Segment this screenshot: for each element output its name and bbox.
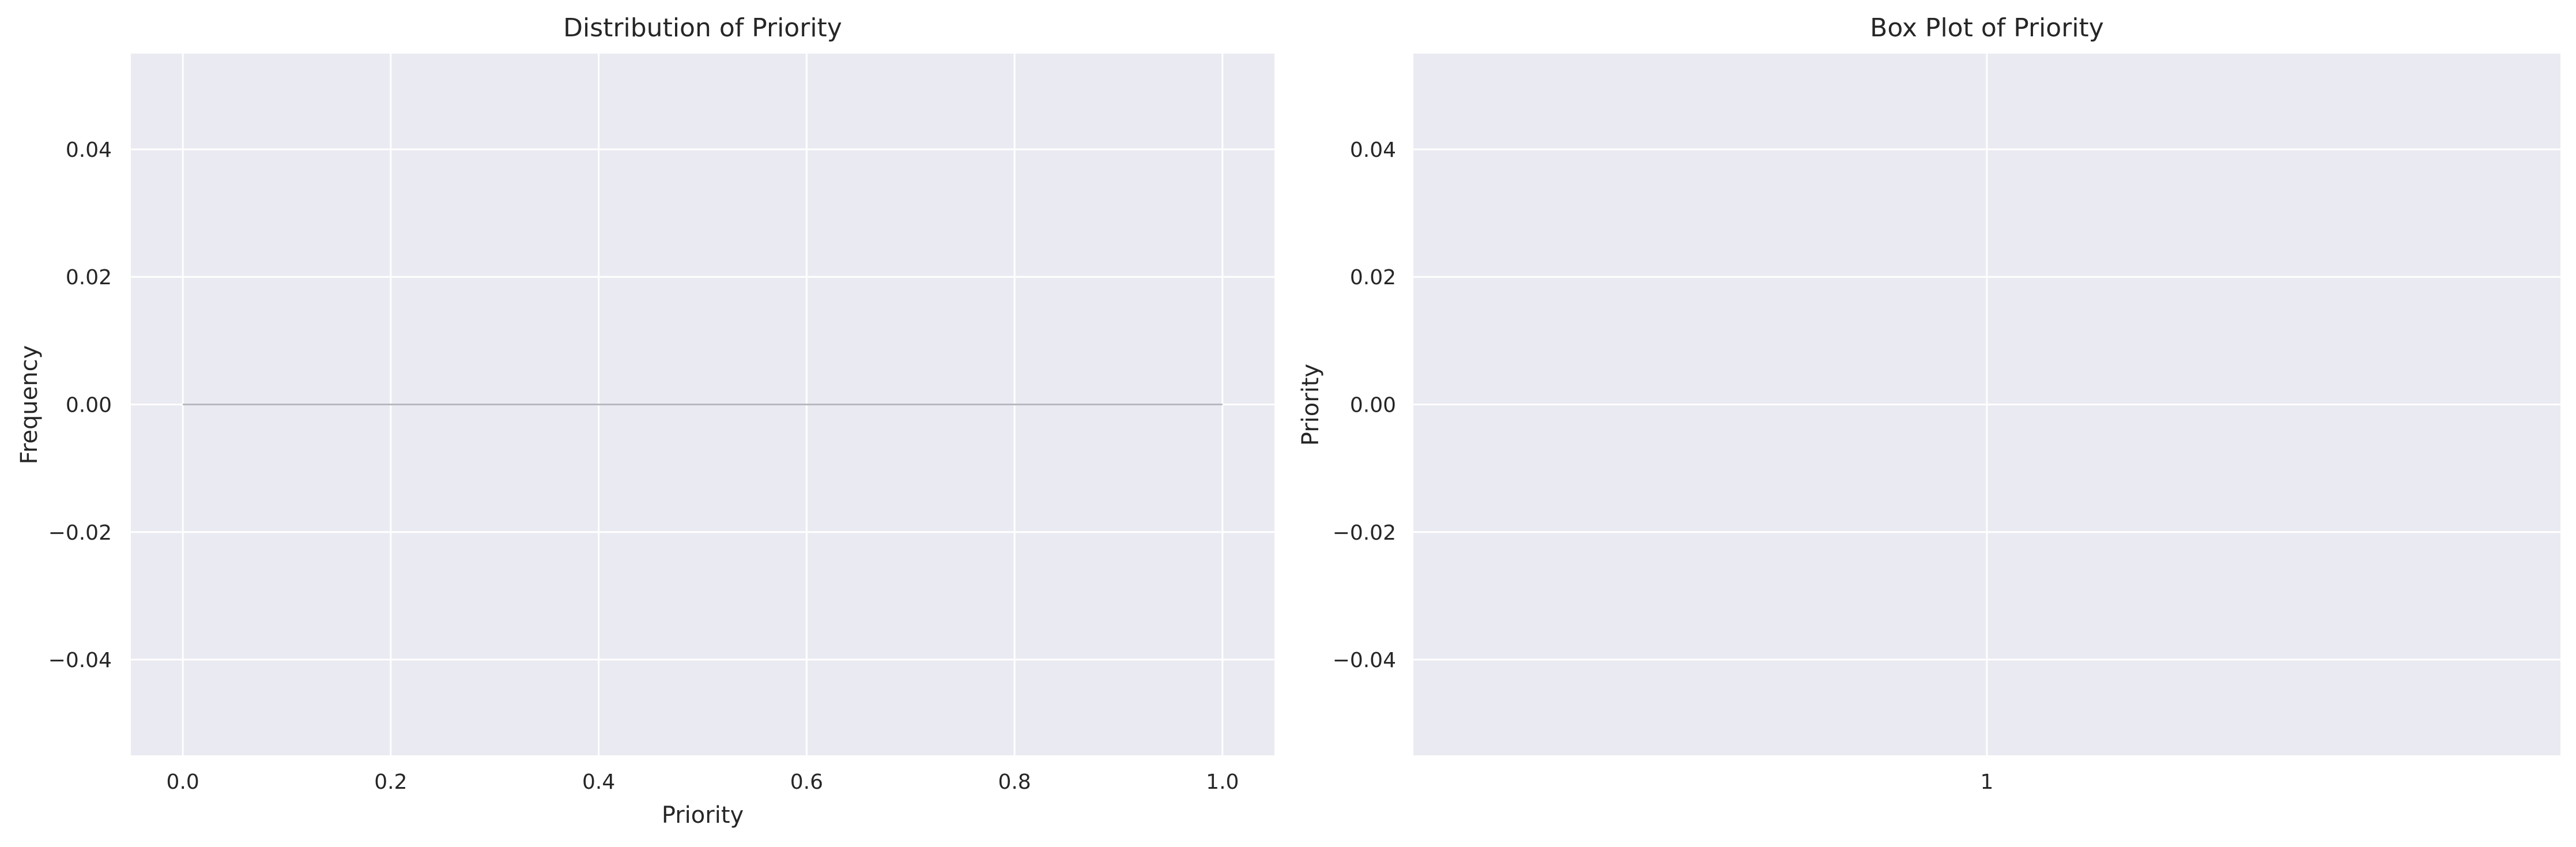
- boxplot-y-tick-label: −0.02: [1333, 521, 1396, 545]
- histogram-panel: Distribution of Priority 0.0 0.2 0.4 0.6 0.8…: [16, 13, 1274, 829]
- histogram-title: Distribution of Priority: [563, 13, 842, 43]
- boxplot-y-tick-label: 0.00: [1350, 394, 1396, 417]
- histogram-y-tick-label: −0.02: [48, 521, 112, 545]
- histogram-x-tick-label: 0.0: [167, 770, 199, 794]
- boxplot-title: Box Plot of Priority: [1870, 13, 2104, 43]
- boxplot-y-axis-label: Priority: [1298, 364, 1324, 446]
- boxplot-x-tick-labels: 1: [1981, 770, 1994, 794]
- boxplot-y-tick-label: −0.04: [1333, 649, 1396, 672]
- histogram-y-tick-label: 0.00: [66, 394, 112, 417]
- histogram-y-tick-label: −0.04: [48, 649, 112, 672]
- histogram-x-tick-label: 0.6: [790, 770, 823, 794]
- boxplot-x-tick-label: 1: [1981, 770, 1994, 794]
- boxplot-y-tick-label: 0.04: [1350, 138, 1396, 162]
- histogram-y-axis-label: Frequency: [16, 345, 43, 465]
- histogram-y-tick-label: 0.02: [66, 266, 112, 289]
- boxplot-y-tick-label: 0.02: [1350, 266, 1396, 289]
- histogram-y-tick-label: 0.04: [66, 138, 112, 162]
- histogram-x-tick-label: 0.2: [374, 770, 407, 794]
- histogram-x-axis-label: Priority: [662, 802, 744, 829]
- boxplot-panel: Box Plot of Priority 1 −0.04 −0.02 0.00 0.0…: [1298, 13, 2560, 794]
- histogram-x-tick-labels: 0.0 0.2 0.4 0.6 0.8 1.0: [167, 770, 1239, 794]
- histogram-x-tick-label: 0.8: [998, 770, 1031, 794]
- histogram-x-tick-label: 1.0: [1206, 770, 1239, 794]
- boxplot-y-tick-labels: −0.04 −0.02 0.00 0.02 0.04: [1333, 138, 1396, 672]
- histogram-x-tick-label: 0.4: [582, 770, 615, 794]
- boxplot-y-grid: [1413, 148, 2560, 661]
- histogram-y-tick-labels: −0.04 −0.02 0.00 0.02 0.04: [48, 138, 112, 672]
